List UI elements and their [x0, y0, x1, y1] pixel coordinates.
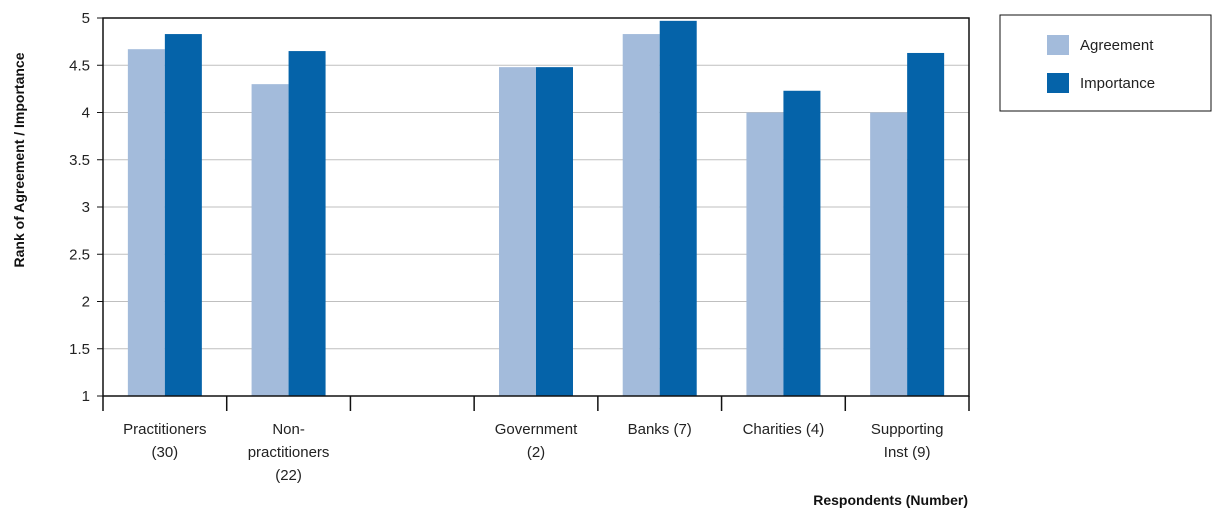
y-tick-label: 3.5: [69, 152, 90, 169]
x-axis-title: Respondents (Number): [813, 492, 968, 508]
legend-swatch-agreement: [1047, 35, 1069, 55]
y-tick-label: 1: [82, 388, 90, 405]
legend-swatch-importance: [1047, 73, 1069, 93]
x-tick-label: Charities (4): [743, 421, 825, 438]
x-tick-label: (22): [275, 467, 302, 484]
bars: [127, 20, 945, 397]
x-tick-label: Non-: [272, 421, 305, 438]
bar-agreement: [499, 67, 536, 396]
x-tick-label: Inst (9): [884, 444, 931, 461]
y-tick-label: 2.5: [69, 246, 90, 263]
x-tick-label: practitioners: [248, 444, 330, 461]
bar-agreement: [746, 112, 784, 396]
x-axis-ticks: Practitioners (30) Non-practitioners (22) Go…: [102, 396, 970, 484]
bar-importance: [907, 52, 945, 397]
legend: Agreement Importance: [999, 14, 1212, 112]
bar-agreement: [622, 34, 660, 396]
x-tick-label: Banks (7): [628, 421, 692, 438]
bar-agreement: [251, 84, 289, 397]
x-tick-label: (2): [527, 444, 545, 461]
y-tick-label: 5: [82, 10, 90, 27]
y-axis-title: Rank of Agreement / Importance: [11, 52, 27, 267]
bar-importance: [536, 67, 573, 396]
y-tick-label: 4: [82, 105, 90, 122]
x-tick-label: Supporting: [871, 421, 944, 438]
bar-importance: [164, 34, 202, 396]
y-tick-label: 1.5: [69, 341, 90, 358]
y-tick-label: 3: [82, 199, 90, 216]
y-tick-label: 2: [82, 294, 90, 311]
y-axis-ticks: 1 1.5 2 2.5 3 3.5 4 4.5 5: [69, 10, 103, 405]
legend-label-importance: Importance: [1080, 75, 1155, 92]
x-tick-label: Government: [495, 421, 578, 438]
bar-importance: [288, 51, 326, 396]
legend-box: [999, 14, 1212, 112]
bar-importance: [783, 90, 821, 396]
bar-agreement: [870, 112, 908, 396]
y-tick-label: 4.5: [69, 57, 90, 74]
x-tick-label: Practitioners: [123, 421, 206, 438]
bar-importance: [659, 20, 697, 397]
legend-label-agreement: Agreement: [1080, 37, 1154, 54]
x-tick-label: (30): [152, 444, 179, 461]
bar-agreement: [127, 49, 165, 397]
